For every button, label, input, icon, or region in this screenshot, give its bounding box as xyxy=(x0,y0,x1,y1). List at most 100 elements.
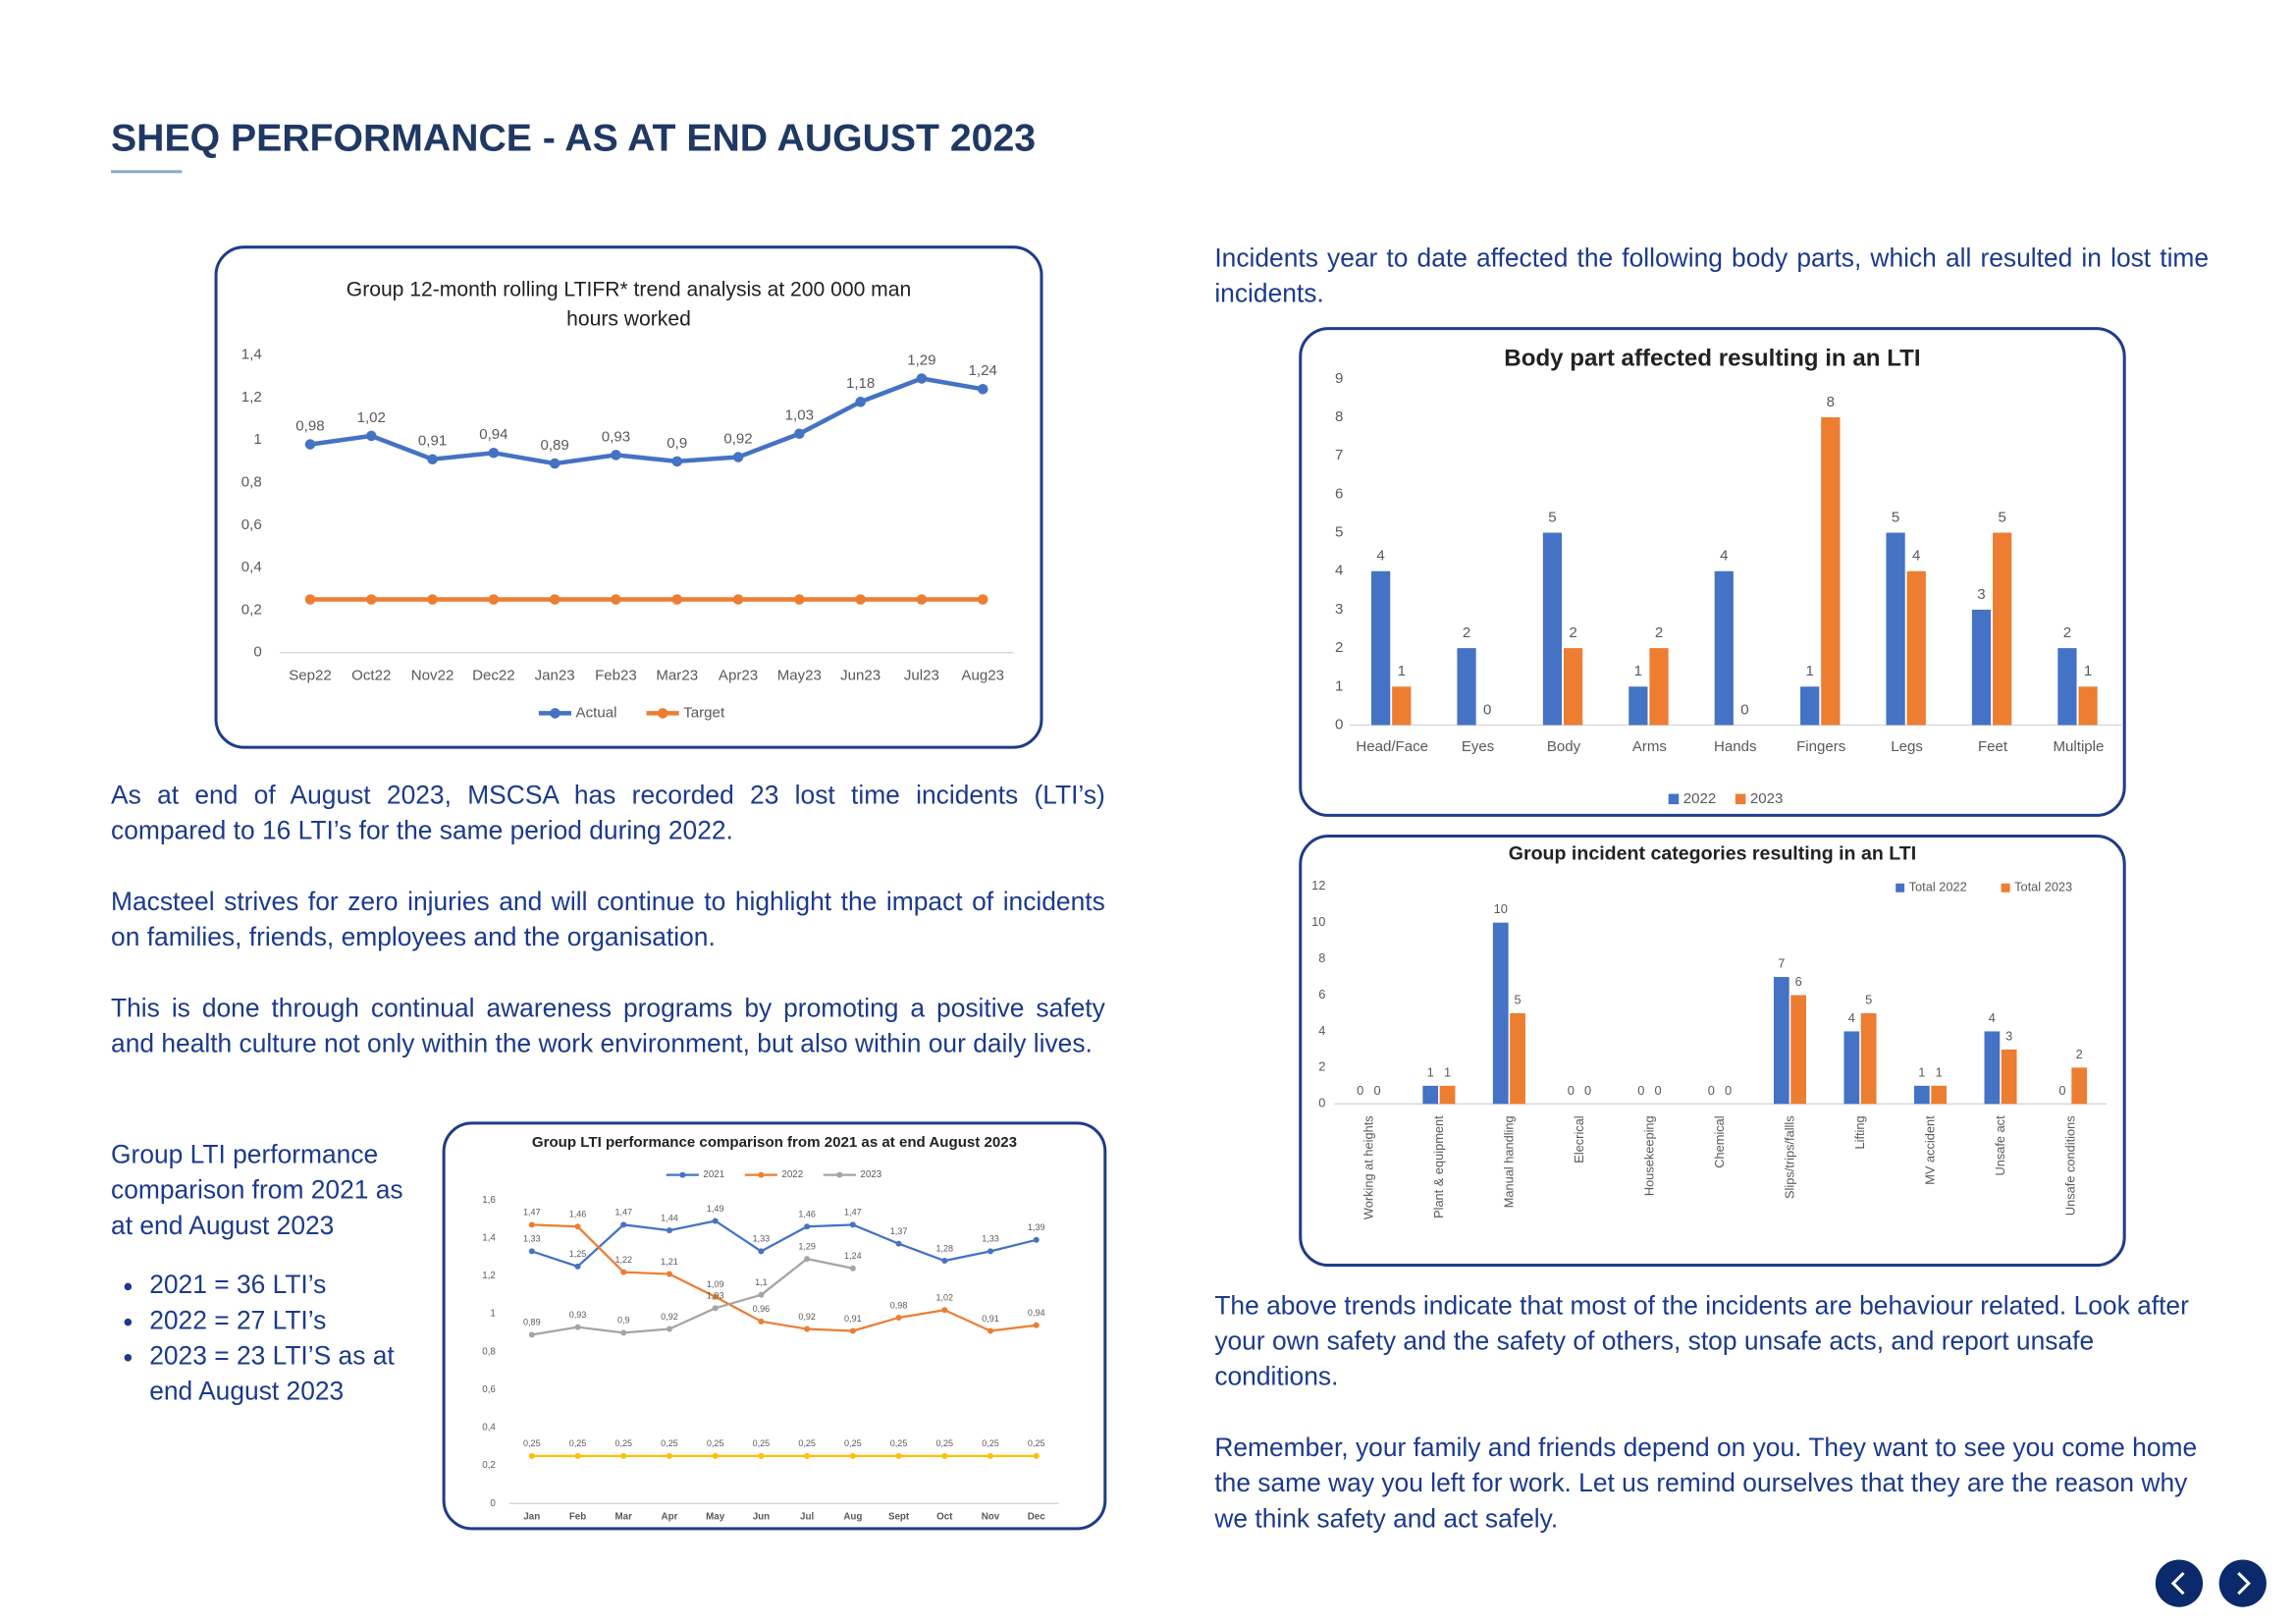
x-tick-label: Manual handling xyxy=(1502,1115,1517,1208)
x-tick-label: Mar23 xyxy=(656,668,698,684)
value-label: 1 xyxy=(1427,1064,1434,1079)
y-tick-label: 0,2 xyxy=(482,1460,496,1471)
value-label: 1,46 xyxy=(569,1210,587,1219)
point xyxy=(758,1452,765,1459)
value-label: 1 xyxy=(1634,663,1642,679)
point xyxy=(1033,1322,1040,1328)
paragraph: Remember, your family and friends depend… xyxy=(1214,1432,2198,1534)
x-tick-label: Sep22 xyxy=(289,668,332,684)
prev-icon xyxy=(2170,1571,2185,1596)
point xyxy=(304,594,316,605)
value-label: 0,98 xyxy=(890,1300,908,1310)
bar xyxy=(2057,648,2077,726)
value-label: 0 xyxy=(1373,1083,1380,1098)
value-label: 1,25 xyxy=(569,1249,587,1259)
point xyxy=(987,1327,994,1334)
value-label: 1,02 xyxy=(935,1293,953,1303)
legend-label: Total 2022 xyxy=(1909,880,1967,894)
y-tick-label: 9 xyxy=(1335,370,1343,387)
point xyxy=(620,1329,627,1336)
y-tick-label: 0,8 xyxy=(241,474,262,491)
y-tick-label: 1,6 xyxy=(482,1195,496,1206)
y-tick-label: 1 xyxy=(490,1309,495,1320)
point xyxy=(620,1269,627,1275)
y-tick-label: 2 xyxy=(1335,639,1343,656)
x-tick-label: Unsafe conditions xyxy=(2063,1115,2078,1216)
y-tick-label: 0 xyxy=(490,1498,496,1509)
x-tick-label: Aug23 xyxy=(961,668,1004,684)
x-tick-label: Hands xyxy=(1714,738,1757,755)
value-label: 1 xyxy=(1918,1064,1925,1079)
point xyxy=(977,594,988,605)
value-label: 1,24 xyxy=(844,1251,862,1261)
point xyxy=(611,594,621,605)
chart: 0 1 2 3 4 5 6 7 8 9 Head/Face Eyes Body Arms Hands Fing… xyxy=(1335,370,2122,807)
y-tick-label: 0,4 xyxy=(482,1423,496,1434)
ltifr-chart: 0 0,2 0,4 0,6 0,8 1 1,2 1,4 Sep22 Oct22 Nov22 Dec22… xyxy=(214,245,1043,749)
point xyxy=(758,1318,765,1325)
prev-button[interactable] xyxy=(2155,1559,2204,1607)
y-tick-label: 5 xyxy=(1335,524,1343,541)
point xyxy=(574,1223,581,1230)
point xyxy=(549,458,561,469)
y-tick-label: 3 xyxy=(1335,601,1343,618)
legend-swatch xyxy=(657,708,668,719)
value-label: 1,29 xyxy=(798,1241,816,1251)
paragraph: Macsteel strives for zero injuries and w… xyxy=(111,886,1105,952)
point xyxy=(574,1452,581,1459)
y-tick-label: 2 xyxy=(1318,1059,1325,1074)
value-label: 1,33 xyxy=(753,1234,771,1244)
series-line xyxy=(309,376,984,466)
chart: 0 0,2 0,4 0,6 0,8 1 1,2 1,4 Sep22 Oct22 Nov22 Dec22… xyxy=(241,347,1014,721)
point xyxy=(732,594,744,605)
point xyxy=(987,1452,994,1459)
x-tick-label: Dec22 xyxy=(472,668,515,684)
incident-category-chart: 0 2 4 6 8 10 12 Working at heights Plant & equip… xyxy=(1299,834,2126,1268)
series-line xyxy=(531,1223,1037,1332)
bullet: 2021 = 36 LTI’s xyxy=(149,1267,414,1302)
value-label: 1 xyxy=(1444,1064,1451,1079)
paragraph: As at end of August 2023, MSCSA has reco… xyxy=(111,780,1105,845)
x-tick-label: Feb23 xyxy=(595,668,637,684)
bar xyxy=(1800,686,1820,726)
point xyxy=(712,1293,719,1300)
point xyxy=(804,1223,811,1230)
right-intro: Incidents year to date affected the foll… xyxy=(1214,240,2209,347)
x-tick-label: Body xyxy=(1547,738,1581,755)
value-label: 0 xyxy=(2058,1083,2065,1098)
point xyxy=(849,1452,856,1459)
value-label: 0,89 xyxy=(523,1318,541,1327)
value-label: 4 xyxy=(1376,548,1384,565)
value-label: 2 xyxy=(2076,1047,2083,1061)
point xyxy=(804,1452,811,1459)
value-label: 0 xyxy=(1357,1083,1363,1098)
x-tick-label: Eyes xyxy=(1462,738,1495,755)
value-label: 1,46 xyxy=(798,1210,816,1219)
point xyxy=(304,439,316,450)
bar xyxy=(1649,648,1669,726)
x-tick-label: Dec xyxy=(1028,1511,1046,1522)
legend-label: 2023 xyxy=(1750,790,1784,807)
value-label: 1,37 xyxy=(890,1226,908,1236)
value-label: 0 xyxy=(1637,1083,1644,1098)
value-label: 0,25 xyxy=(982,1438,999,1448)
value-label: 1 xyxy=(1805,663,1813,679)
point xyxy=(916,373,928,384)
value-label: 5 xyxy=(1548,509,1556,525)
value-label: 1,47 xyxy=(614,1208,632,1218)
point xyxy=(712,1452,719,1459)
point xyxy=(528,1248,535,1255)
y-tick-label: 0,6 xyxy=(482,1384,496,1395)
point xyxy=(732,452,744,462)
value-label: 4 xyxy=(1912,548,1920,565)
legend-label: 2022 xyxy=(1683,790,1717,807)
x-tick-label: Feet xyxy=(1978,738,2008,755)
comparison-text: Group LTI performance comparison from 20… xyxy=(111,1136,414,1408)
value-label: 0,91 xyxy=(418,433,447,450)
value-label: 1 xyxy=(1398,663,1406,679)
value-label: 1,09 xyxy=(707,1279,724,1289)
value-label: 1,1 xyxy=(755,1277,768,1287)
value-label: 1,47 xyxy=(523,1208,541,1218)
next-button[interactable] xyxy=(2218,1559,2267,1607)
